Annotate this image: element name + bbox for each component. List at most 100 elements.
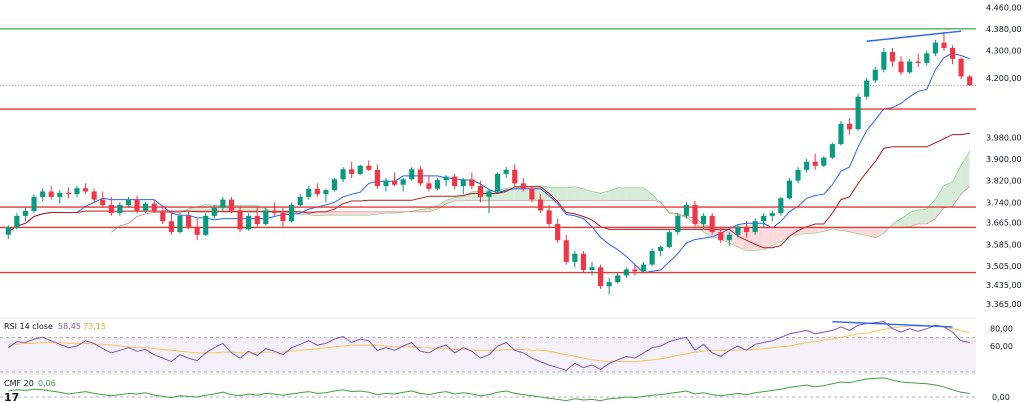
candle-body bbox=[383, 180, 389, 187]
cloud-segment bbox=[592, 191, 601, 201]
cloud-segment bbox=[351, 211, 361, 216]
cmf-pane: 0,00 bbox=[0, 377, 1010, 402]
candle-body bbox=[495, 173, 501, 192]
candle-body bbox=[185, 215, 192, 227]
cloud-segment bbox=[188, 206, 198, 212]
candle-body bbox=[829, 144, 835, 158]
candle-body bbox=[967, 76, 973, 86]
candle-body bbox=[632, 269, 638, 272]
cloud-segment bbox=[789, 227, 799, 237]
price-tick-label: 3.900,00 bbox=[986, 155, 1022, 164]
candle-body bbox=[572, 253, 578, 262]
price-tick-label: 4.460,00 bbox=[986, 3, 1022, 12]
cloud-span-a-line bbox=[111, 151, 970, 252]
cloud-segment bbox=[609, 187, 618, 201]
candle-body bbox=[726, 234, 732, 241]
cloud-segment bbox=[454, 196, 464, 201]
rsi-value: 58,45 bbox=[58, 322, 81, 331]
price-tick-label: 3.980,00 bbox=[986, 133, 1022, 142]
horizontal-levels: 4.381,014.084,583.722,283.646,993.480,39… bbox=[0, 22, 1023, 279]
candle-body bbox=[778, 198, 784, 214]
candle-body bbox=[31, 196, 37, 211]
cloud-segment bbox=[248, 205, 258, 212]
candle-body bbox=[555, 223, 561, 241]
cmf-value: 0,06 bbox=[38, 379, 56, 388]
cmf-line bbox=[8, 377, 970, 402]
candle-body bbox=[958, 58, 964, 77]
cloud-segment bbox=[858, 227, 867, 236]
candle-body bbox=[357, 165, 363, 174]
cloud-segment bbox=[892, 218, 902, 228]
candle-body bbox=[254, 215, 260, 224]
candle-body bbox=[314, 188, 320, 195]
candle-body bbox=[134, 199, 140, 211]
cloud-segment bbox=[918, 209, 927, 224]
grid bbox=[0, 317, 976, 375]
cloud-segment bbox=[583, 188, 593, 201]
rsi-ma-line bbox=[8, 325, 970, 363]
candle-body bbox=[443, 176, 449, 181]
candle-body bbox=[881, 52, 887, 70]
price-axis[interactable]: 4.460,00 4.380,00 4.300,00 4.200,00 3.980,00… bbox=[976, 0, 1024, 403]
cloud-segment bbox=[926, 198, 936, 224]
candle-body bbox=[306, 188, 312, 197]
candle-body bbox=[331, 179, 338, 191]
candle-body bbox=[460, 179, 466, 187]
cloud-segment bbox=[643, 187, 653, 201]
cloud-segment bbox=[626, 187, 635, 201]
candle-body bbox=[194, 226, 200, 235]
cloud-segment bbox=[901, 212, 910, 228]
candle-body bbox=[426, 183, 432, 189]
candle-body bbox=[709, 215, 715, 233]
cloud-segment bbox=[317, 211, 326, 216]
candle-body bbox=[623, 269, 629, 276]
cloud-segment bbox=[823, 227, 833, 232]
candle-body bbox=[701, 215, 707, 224]
cloud-segment bbox=[634, 187, 644, 201]
cloud-segment bbox=[377, 211, 386, 215]
candle-body bbox=[323, 190, 329, 195]
candle-body bbox=[932, 42, 938, 54]
rsi-tick-label: 80,00 bbox=[990, 325, 1013, 334]
candle-body bbox=[22, 210, 29, 216]
candle-body bbox=[65, 192, 71, 195]
rsi-line bbox=[8, 321, 970, 371]
candle-body bbox=[761, 215, 767, 222]
candle-body bbox=[924, 53, 930, 63]
rsi-label: RSI 14 close bbox=[4, 322, 53, 331]
candle-body bbox=[91, 191, 97, 200]
cmf-tick-label: 0,00 bbox=[992, 393, 1010, 402]
cloud-segment bbox=[866, 227, 876, 238]
price-divergence-line bbox=[866, 30, 962, 42]
candle-body bbox=[392, 180, 398, 185]
candle-body bbox=[769, 213, 775, 216]
cloud-segment bbox=[325, 211, 335, 216]
candle-body bbox=[503, 169, 509, 174]
candle-body bbox=[529, 188, 535, 200]
candle-body bbox=[263, 210, 269, 224]
tradingview-logo[interactable]: 17 bbox=[4, 391, 19, 403]
candle-body bbox=[795, 169, 801, 181]
cloud-segment bbox=[514, 187, 524, 201]
candle-body bbox=[220, 199, 226, 208]
candle-body bbox=[117, 205, 123, 214]
cloud-segment bbox=[755, 227, 764, 251]
price-tick-label: 3.740,00 bbox=[986, 198, 1022, 207]
cloud-segment bbox=[446, 197, 455, 204]
candle-body bbox=[821, 157, 827, 166]
cloud-segment bbox=[343, 211, 352, 216]
candle-body bbox=[743, 226, 750, 233]
candle-body bbox=[48, 191, 54, 197]
candle-body bbox=[889, 52, 896, 62]
cloud-segment bbox=[385, 211, 395, 214]
cloud-segment bbox=[463, 191, 472, 201]
candle-body bbox=[203, 215, 209, 235]
candle-body bbox=[915, 61, 921, 63]
candle-body bbox=[57, 192, 63, 197]
cloud-segment bbox=[600, 190, 610, 201]
price-tick-label: 3.665,00 bbox=[986, 219, 1022, 228]
price-tick-label: 3.435,00 bbox=[986, 281, 1022, 290]
candle-body bbox=[589, 267, 595, 270]
cloud-segment bbox=[772, 227, 781, 246]
